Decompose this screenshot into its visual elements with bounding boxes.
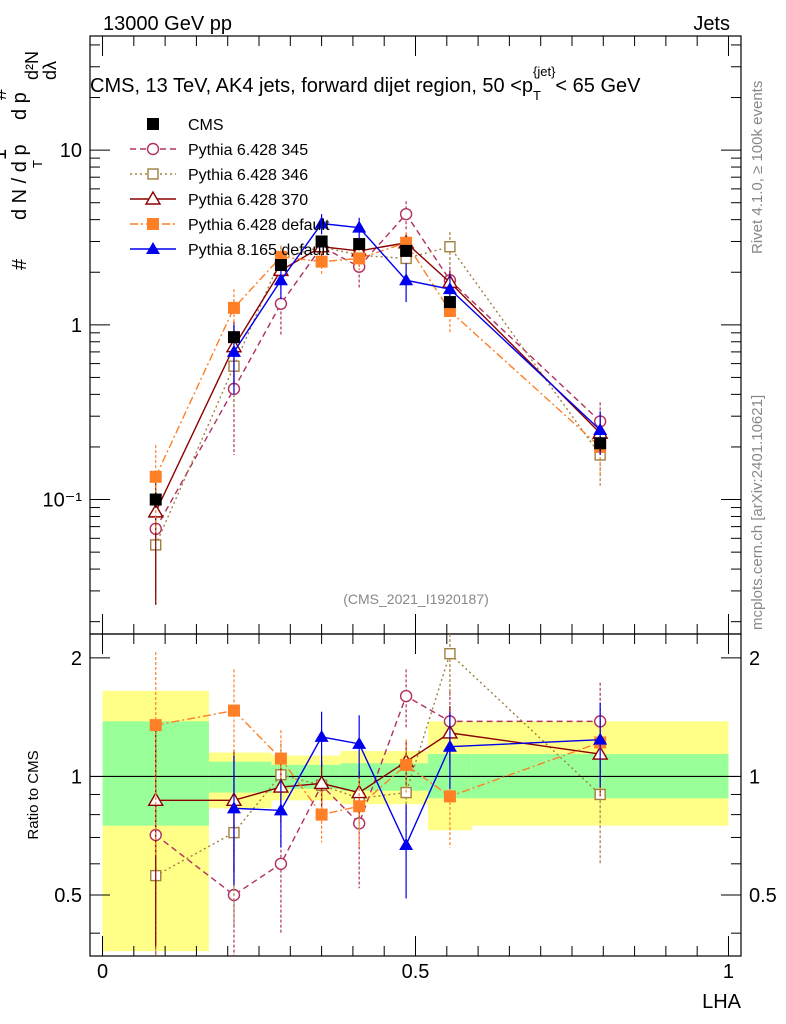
- pythia-6-428-default-ratio-point-1: [227, 704, 240, 717]
- ylabel-num: #: [0, 88, 11, 100]
- cms-point-5: [400, 244, 413, 257]
- pythia-6-428-370-ratio-point-3: [313, 775, 330, 790]
- pythia-6-428-346-ratio-line: [155, 652, 601, 877]
- legend-label-pythia-8-165-default: Pythia 8.165 default: [188, 242, 330, 259]
- cms-point-2: [274, 259, 287, 272]
- legend-marker-pythia-6-428-346: [147, 168, 159, 180]
- mcplots-label: mcplots.cern.ch [arXiv:2401.10621]: [749, 395, 766, 630]
- band-inner-1: [208, 761, 272, 793]
- ratio-ytick-label-right-2: 2: [749, 648, 760, 670]
- pythia-6-428-default-point-2: [274, 250, 287, 263]
- legend-label-pythia-6-428-346: Pythia 6.428 346: [188, 167, 308, 184]
- pythia-8-165-default-ratio-point-4: [352, 736, 367, 749]
- cms-point-1: [227, 331, 240, 344]
- cms-point-6: [443, 296, 456, 309]
- ylabel-one: 1: [0, 149, 11, 160]
- pythia-6-428-346-point-6: [444, 241, 456, 253]
- ylabel-dlambda: dλ: [40, 61, 60, 80]
- pythia-6-428-346-ratio-point-6: [444, 647, 456, 660]
- x-tick-label-0: 0: [97, 961, 108, 983]
- pythia-6-428-default-ratio-line: [155, 709, 601, 816]
- pythia-6-428-default-point-4: [353, 252, 366, 265]
- ylabel-d2n: d²N: [22, 51, 42, 80]
- main-ytick-label-1: 1: [71, 315, 82, 337]
- pythia-6-428-default-point-3: [315, 255, 328, 268]
- pythia-6-428-345-point-5: [399, 207, 413, 221]
- pythia-8-165-default-point-5: [399, 273, 414, 286]
- pythia-6-428-370-ratio-point-4: [350, 784, 368, 799]
- ylabel-den: d N / d p: [9, 144, 31, 220]
- main-series-layer: [147, 201, 609, 605]
- pythia-6-428-370-line: [155, 242, 601, 513]
- pythia-8-165-default-ratio-point-2: [273, 803, 288, 816]
- y-axis-label: # d N / d p 1 d p # T d²N dλ: [0, 51, 60, 270]
- header-left: 13000 GeV pp: [103, 13, 232, 35]
- pythia-6-428-345-ratio-line: [155, 695, 601, 896]
- ratio-ytick-label-right-1: 1: [749, 766, 760, 788]
- pythia-8-165-default-point-2: [273, 273, 288, 286]
- legend-marker-pythia-8-165-default: [146, 242, 160, 254]
- cms-point-0: [149, 493, 162, 506]
- legend-label-pythia-6-428-345: Pythia 6.428 345: [188, 142, 308, 159]
- pythia-6-428-345-point-2: [274, 297, 288, 310]
- x-tick-label-2: 1: [723, 961, 734, 983]
- pythia-6-428-default-ratio-point-4: [353, 800, 366, 813]
- ylabel-sub-t: T: [30, 160, 45, 168]
- ratio-ytick-label-left-1: 1: [71, 766, 82, 788]
- pythia-8-165-default-ratio-point-5: [399, 837, 414, 850]
- cms-point-7: [594, 437, 607, 450]
- legend-marker-cms: [147, 118, 159, 130]
- ratio-ytick-label-left-0: 0.5: [54, 885, 82, 907]
- x-axis-label: LHA: [702, 991, 742, 1013]
- rivet-label: Rivet 4.1.0, ≥ 100k events: [749, 81, 766, 254]
- ratio-ytick-label-left-2: 2: [71, 648, 82, 670]
- pythia-6-428-default-point-0: [149, 470, 162, 483]
- legend-label-cms: CMS: [188, 117, 224, 134]
- pythia-6-428-346-line: [155, 245, 601, 546]
- x-tick-label-1: 0.5: [402, 961, 430, 983]
- pythia-8-165-default-ratio-point-3: [314, 729, 329, 742]
- pythia-8-165-default-point-1: [226, 344, 241, 357]
- ylabel-hash: #: [9, 258, 31, 270]
- pythia-6-428-default-ratio-point-5: [400, 758, 413, 771]
- legend-marker-pythia-6-428-345: [146, 142, 160, 156]
- analysis-id: (CMS_2021_I1920187): [343, 591, 489, 607]
- pythia-8-165-default-ratio-point-6: [442, 739, 457, 752]
- main-ytick-label-2: 10⁻¹: [43, 490, 83, 512]
- ratio-series-layer: [147, 634, 609, 956]
- pythia-6-428-default-point-1: [227, 301, 240, 314]
- pythia-6-428-default-line: [155, 241, 601, 478]
- pythia-6-428-default-ratio-point-0: [149, 719, 162, 732]
- legend-label-pythia-6-428-370: Pythia 6.428 370: [188, 192, 308, 209]
- main-axis-ticks: 10 1 10⁻¹: [43, 44, 741, 623]
- legend: CMS Pythia 6.428 345 Pythia 6.428 346 Pythi…: [130, 117, 330, 259]
- ratio-y-label: Ratio to CMS: [25, 750, 42, 839]
- plot-title: CMS, 13 TeV, AK4 jets, forward dijet reg…: [90, 64, 641, 103]
- main-ytick-label-0: 10: [60, 140, 82, 162]
- x-axis-ticks: 0 0.5 1: [97, 36, 734, 983]
- pythia-8-165-default-point-4: [352, 220, 367, 233]
- pythia-6-428-345-ratio-point-5: [399, 689, 413, 703]
- ylabel-dp: d p: [9, 92, 31, 120]
- pythia-8-165-default-point-7: [593, 423, 608, 436]
- legend-marker-pythia-6-428-default: [147, 218, 159, 230]
- pythia-6-428-345-ratio-point-2: [274, 857, 288, 871]
- pythia-8-165-default-ratio-point-1: [226, 801, 241, 814]
- header-right: Jets: [693, 13, 730, 35]
- legend-marker-pythia-6-428-370: [144, 190, 162, 205]
- ratio-uncertainty-bands: [102, 690, 729, 952]
- ratio-axis-ticks: 0.5 0.5 1 1 2 2: [54, 648, 777, 934]
- pythia-6-428-default-ratio-point-2: [274, 752, 287, 765]
- legend-label-pythia-6-428-default: Pythia 6.428 default: [188, 217, 330, 234]
- cms-point-4: [353, 238, 366, 251]
- pythia-8-165-default-point-6: [442, 282, 457, 295]
- pythia-6-428-default-ratio-point-3: [315, 808, 328, 821]
- ratio-ytick-label-right-0: 0.5: [749, 885, 777, 907]
- pythia-8-165-default-ratio-point-7: [593, 732, 608, 745]
- pythia-6-428-default-ratio-point-6: [443, 790, 456, 803]
- cms-point-3: [315, 235, 328, 248]
- pythia-8-165-default-point-3: [314, 216, 329, 229]
